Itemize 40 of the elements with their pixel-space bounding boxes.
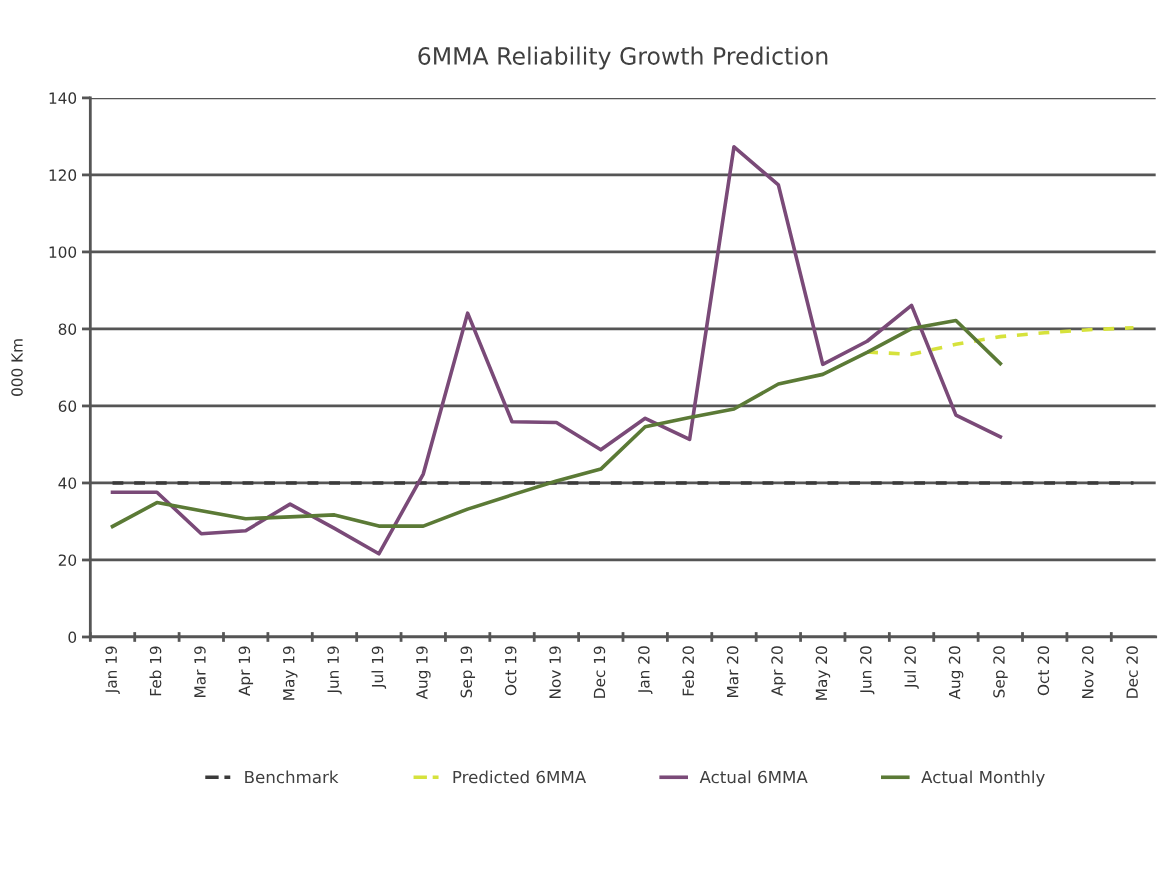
y-tick-label: 60 <box>58 400 77 412</box>
x-tick-label: Feb 20 <box>682 646 695 696</box>
x-tick-label: Jan 19 <box>105 646 120 694</box>
x-tick-label: Mar 19 <box>194 646 206 697</box>
x-tick-label: Jun 19 <box>327 646 342 695</box>
x-tick-label: Jan 20 <box>638 646 653 694</box>
x-tick-label: May 20 <box>815 646 831 700</box>
x-tick-label: Mar 20 <box>726 646 739 697</box>
x-tick-label: Feb 19 <box>149 646 162 696</box>
x-tick-label: Sep 19 <box>460 646 476 698</box>
legend-label: Actual Monthly <box>921 770 1045 787</box>
legend-label: Predicted 6MMA <box>453 770 587 784</box>
line-series <box>110 144 1003 556</box>
legend-label: Benchmark <box>245 770 339 784</box>
y-axis-title: 000 Km <box>11 339 23 396</box>
y-tick-label: 100 <box>49 246 77 258</box>
y-tick-label: 20 <box>58 554 77 566</box>
x-tick-label: Jun 20 <box>860 646 875 695</box>
x-tick-label: Sep 20 <box>993 646 1008 698</box>
x-tick-label: Dec 20 <box>1126 646 1138 698</box>
x-tick-label: Apr 20 <box>771 646 786 696</box>
x-tick-label: Nov 20 <box>1081 646 1094 698</box>
y-tick-label: 40 <box>58 477 77 489</box>
x-tick-label: Oct 19 <box>504 646 517 696</box>
y-tick-label: 80 <box>58 323 77 335</box>
x-tick-label: Aug 19 <box>416 646 431 700</box>
x-tick-label: Dec 19 <box>593 646 606 698</box>
x-tick-label: Nov 19 <box>549 646 561 698</box>
x-tick-label: Jul 20 <box>904 646 919 689</box>
y-tick-label: 0 <box>68 631 77 643</box>
x-tick-label: Jul 19 <box>371 646 387 689</box>
y-tick-label: 120 <box>49 169 77 181</box>
x-tick-label: Aug 20 <box>948 646 964 700</box>
x-tick-label: Apr 19 <box>238 646 254 696</box>
y-tick-label: 140 <box>49 92 77 104</box>
x-tick-label: May 19 <box>282 646 298 700</box>
x-tick-label: Oct 20 <box>1037 646 1050 696</box>
line-series <box>110 318 1003 529</box>
legend-label: Actual 6MMA <box>699 770 808 784</box>
chart-title: 6MMA Reliability Growth Prediction <box>418 46 828 70</box>
